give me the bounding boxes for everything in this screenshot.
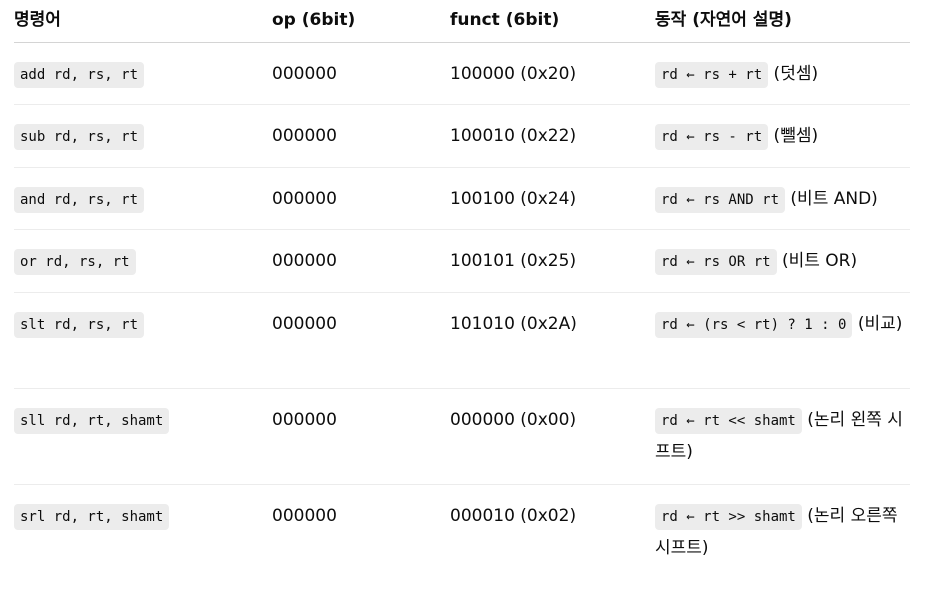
funct-value: 100000 (0x20) — [450, 64, 577, 84]
funct-value: 100100 (0x24) — [450, 189, 577, 209]
instruction-table: 명령어 op (6bit) funct (6bit) 동작 (자연어 설명) a… — [14, 0, 910, 581]
op-value: 000000 — [272, 189, 337, 209]
instruction-code: sub rd, rs, rt — [14, 124, 145, 150]
table-row: sll rd, rt, shamt 000000 000000 (0x00) r… — [14, 389, 910, 485]
action-description: (비트 AND) — [785, 189, 878, 209]
action-description: (덧셈) — [768, 64, 819, 84]
table-row: add rd, rs, rt 000000 100000 (0x20) rd ←… — [14, 43, 910, 105]
instruction-code: add rd, rs, rt — [14, 62, 145, 88]
header-action: 동작 (자연어 설명) — [655, 10, 792, 30]
table-row: and rd, rs, rt 000000 100100 (0x24) rd ←… — [14, 168, 910, 230]
op-value: 000000 — [272, 251, 337, 271]
action-description: (논리 왼쪽 시프트) — [655, 410, 903, 462]
action-code: rd ← rt >> shamt — [655, 504, 802, 530]
action-description: (비교) — [852, 314, 903, 334]
action-code: rd ← rs OR rt — [655, 249, 777, 275]
op-value: 000000 — [272, 410, 337, 430]
table-row: srl rd, rt, shamt 000000 000010 (0x02) r… — [14, 485, 910, 581]
funct-value: 101010 (0x2A) — [450, 314, 577, 334]
header-funct: funct (6bit) — [450, 10, 560, 30]
instruction-code: and rd, rs, rt — [14, 187, 145, 213]
table-row: sub rd, rs, rt 000000 100010 (0x22) rd ←… — [14, 105, 910, 168]
op-value: 000000 — [272, 506, 337, 526]
instruction-code: slt rd, rs, rt — [14, 312, 145, 338]
table-header-row: 명령어 op (6bit) funct (6bit) 동작 (자연어 설명) — [14, 0, 910, 43]
instruction-code: srl rd, rt, shamt — [14, 504, 170, 530]
op-value: 000000 — [272, 314, 337, 334]
action-description: (뺄셈) — [768, 126, 819, 146]
funct-value: 100010 (0x22) — [450, 126, 577, 146]
action-code: rd ← rs AND rt — [655, 187, 786, 213]
funct-value: 100101 (0x25) — [450, 251, 577, 271]
funct-value: 000010 (0x02) — [450, 506, 577, 526]
action-code: rd ← (rs < rt) ? 1 : 0 — [655, 312, 853, 338]
op-value: 000000 — [272, 64, 337, 84]
action-description: (논리 오른쪽 시프트) — [655, 506, 898, 558]
table-row: slt rd, rs, rt 000000 101010 (0x2A) rd ←… — [14, 293, 910, 389]
action-code: rd ← rt << shamt — [655, 408, 802, 434]
table-row: or rd, rs, rt 000000 100101 (0x25) rd ← … — [14, 230, 910, 293]
op-value: 000000 — [272, 126, 337, 146]
action-code: rd ← rs - rt — [655, 124, 769, 150]
action-code: rd ← rs + rt — [655, 62, 769, 88]
header-op: op (6bit) — [272, 10, 356, 30]
funct-value: 000000 (0x00) — [450, 410, 577, 430]
instruction-code: or rd, rs, rt — [14, 249, 136, 275]
instruction-code: sll rd, rt, shamt — [14, 408, 170, 434]
header-instruction: 명령어 — [14, 10, 61, 30]
action-description: (비트 OR) — [776, 251, 858, 271]
